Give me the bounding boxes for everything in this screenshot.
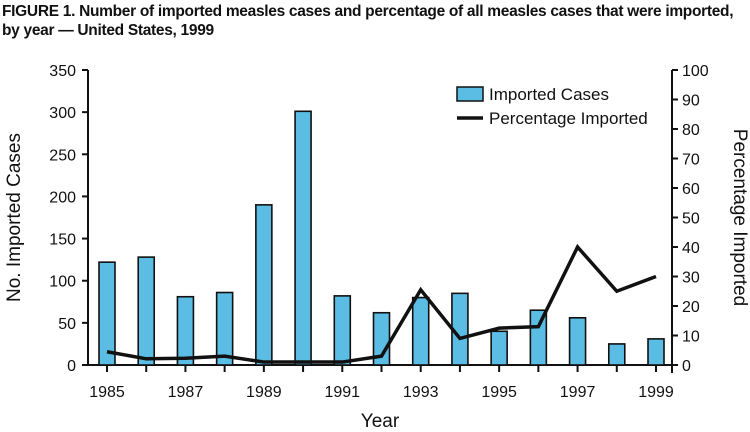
x-tick-label: 1991 [324, 384, 360, 401]
bar [215, 291, 234, 366]
y2-tick-label: 70 [682, 152, 700, 169]
x-tick-label: 1997 [560, 384, 596, 401]
bar [176, 295, 195, 366]
percentage-line [106, 243, 657, 364]
legend-label: Imported Cases [489, 85, 609, 104]
y2-tick-label: 10 [682, 329, 700, 346]
y-tick-label: 250 [49, 147, 76, 164]
legend-label: Percentage Imported [489, 109, 648, 128]
y2-tick-label: 0 [682, 358, 691, 375]
y2-tick-label: 80 [682, 122, 700, 139]
bar [568, 316, 587, 366]
bar [333, 295, 352, 366]
x-axis-label: Year [361, 411, 400, 432]
bar [490, 330, 508, 366]
legend-swatch-bar [456, 86, 484, 102]
bar [294, 110, 312, 366]
y-tick-label: 350 [49, 63, 76, 80]
y2-tick-label: 90 [682, 93, 700, 110]
y-tick-label: 300 [49, 105, 76, 122]
bar [98, 261, 116, 366]
y2-tick-label: 30 [682, 270, 700, 287]
y-tick-label: 0 [67, 358, 76, 375]
chart-title: FIGURE 1. Number of imported measles cas… [2, 3, 734, 39]
y2-tick-label: 50 [682, 211, 700, 228]
x-tick-label: 1999 [638, 384, 674, 401]
y-tick-label: 150 [49, 232, 76, 249]
y2-axis-label: Percentage Imported [729, 129, 750, 306]
x-tick-label: 1993 [403, 384, 439, 401]
y2-tick-label: 20 [682, 299, 700, 316]
x-tick-label: 1989 [246, 384, 282, 401]
y-tick-label: 50 [58, 316, 76, 333]
bar [137, 256, 156, 366]
bar [647, 338, 665, 366]
bar [607, 343, 626, 366]
x-tick-label: 1987 [168, 384, 204, 401]
bar [529, 309, 548, 366]
y2-tick-label: 60 [682, 181, 700, 198]
bar [411, 296, 430, 366]
y2-tick-label: 100 [682, 63, 709, 80]
x-tick-label: 1985 [89, 384, 125, 401]
y-axis-label: No. Imported Cases [4, 133, 25, 302]
x-tick-label: 1995 [481, 384, 517, 401]
y2-tick-label: 40 [682, 240, 700, 257]
y-tick-label: 100 [49, 274, 76, 291]
y-tick-label: 200 [49, 189, 76, 206]
bar [255, 204, 273, 366]
